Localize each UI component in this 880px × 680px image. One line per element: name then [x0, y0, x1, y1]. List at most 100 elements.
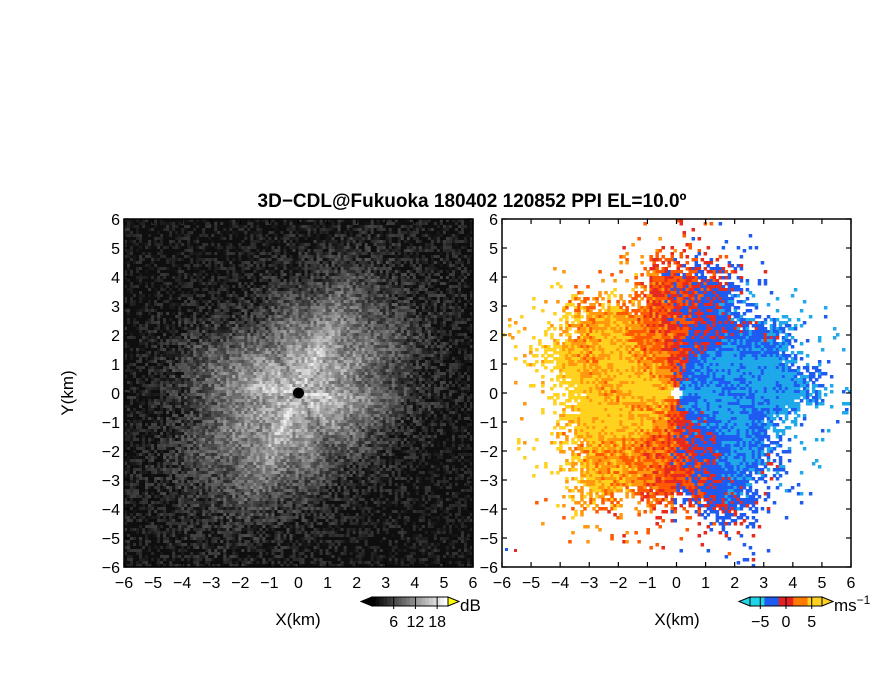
intensity-cell	[166, 531, 170, 535]
intensity-cell	[124, 234, 128, 238]
intensity-cell	[169, 303, 173, 307]
intensity-cell	[127, 486, 131, 490]
intensity-cell	[124, 276, 128, 280]
intensity-cell	[133, 474, 137, 478]
intensity-cell	[151, 519, 155, 523]
intensity-cell	[166, 231, 170, 235]
intensity-cell	[163, 408, 167, 412]
intensity-cell	[151, 537, 155, 541]
intensity-cell	[133, 435, 137, 439]
intensity-cell	[160, 540, 164, 544]
intensity-cell	[145, 240, 149, 244]
intensity-cell	[169, 516, 173, 520]
intensity-cell	[160, 222, 164, 226]
intensity-cell	[157, 390, 161, 394]
intensity-cell	[124, 519, 128, 523]
intensity-cell	[169, 366, 173, 370]
intensity-cell	[145, 447, 149, 451]
intensity-cell	[142, 408, 146, 412]
intensity-cell	[166, 519, 170, 523]
intensity-cell	[154, 396, 158, 400]
intensity-cell	[139, 306, 143, 310]
intensity-cell	[172, 225, 176, 229]
intensity-cell	[169, 255, 173, 259]
intensity-cell	[148, 333, 152, 337]
intensity-cell	[148, 435, 152, 439]
intensity-cell	[151, 273, 155, 277]
intensity-cell	[145, 324, 149, 328]
intensity-cell	[139, 318, 143, 322]
intensity-cell	[151, 531, 155, 535]
intensity-cell	[166, 477, 170, 481]
intensity-cell	[166, 294, 170, 298]
intensity-cell	[151, 495, 155, 499]
intensity-cell	[160, 282, 164, 286]
intensity-cell	[166, 339, 170, 343]
intensity-cell	[163, 468, 167, 472]
intensity-cell	[172, 219, 176, 223]
intensity-cell	[169, 363, 173, 367]
intensity-cell	[166, 249, 170, 253]
intensity-cell	[124, 504, 128, 508]
intensity-cell	[148, 408, 152, 412]
intensity-cell	[166, 465, 170, 469]
intensity-cell	[136, 462, 140, 466]
intensity-cell	[142, 378, 146, 382]
intensity-cell	[148, 501, 152, 505]
intensity-cell	[136, 423, 140, 427]
intensity-cell	[127, 276, 131, 280]
intensity-cell	[157, 294, 161, 298]
intensity-cell	[130, 273, 134, 277]
intensity-cell	[142, 291, 146, 295]
intensity-cell	[163, 471, 167, 475]
intensity-cell	[136, 489, 140, 493]
intensity-cell	[157, 483, 161, 487]
intensity-cell	[169, 345, 173, 349]
intensity-cell	[148, 387, 152, 391]
intensity-cell	[154, 480, 158, 484]
intensity-cell	[127, 300, 131, 304]
intensity-cell	[166, 267, 170, 271]
intensity-cell	[127, 240, 131, 244]
intensity-cell	[166, 561, 170, 565]
intensity-cell	[130, 558, 134, 562]
intensity-cell	[148, 300, 152, 304]
intensity-cell	[163, 393, 167, 397]
intensity-cell	[130, 282, 134, 286]
intensity-cell	[166, 243, 170, 247]
intensity-cell	[169, 354, 173, 358]
intensity-cell	[136, 531, 140, 535]
intensity-cell	[151, 249, 155, 253]
intensity-cell	[145, 564, 149, 568]
intensity-cell	[154, 486, 158, 490]
intensity-cell	[154, 483, 158, 487]
intensity-cell	[139, 339, 143, 343]
intensity-cell	[169, 288, 173, 292]
intensity-cell	[151, 384, 155, 388]
intensity-cell	[139, 315, 143, 319]
intensity-cell	[169, 495, 173, 499]
intensity-cell	[157, 444, 161, 448]
intensity-cell	[157, 537, 161, 541]
intensity-cell	[127, 405, 131, 409]
intensity-cell	[133, 543, 137, 547]
intensity-cell	[163, 552, 167, 556]
intensity-cell	[133, 387, 137, 391]
intensity-cell	[151, 492, 155, 496]
intensity-cell	[148, 375, 152, 379]
intensity-cell	[133, 525, 137, 529]
intensity-cell	[166, 363, 170, 367]
intensity-cell	[142, 423, 146, 427]
intensity-cell	[163, 330, 167, 334]
intensity-cell	[145, 294, 149, 298]
intensity-cell	[157, 333, 161, 337]
intensity-cell	[151, 255, 155, 259]
intensity-cell	[151, 264, 155, 268]
intensity-cell	[130, 474, 134, 478]
intensity-cell	[124, 306, 128, 310]
intensity-cell	[145, 507, 149, 511]
intensity-cell	[172, 234, 176, 238]
intensity-cell	[154, 243, 158, 247]
intensity-cell	[166, 516, 170, 520]
intensity-cell	[133, 513, 137, 517]
